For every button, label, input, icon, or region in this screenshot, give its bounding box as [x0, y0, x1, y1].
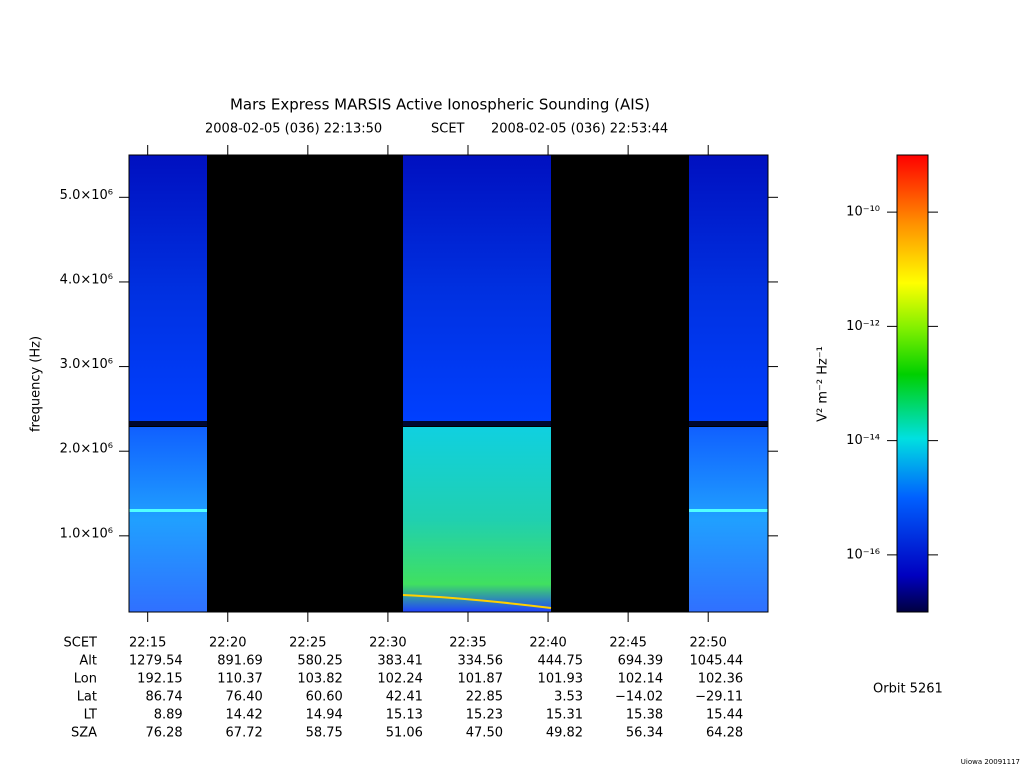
ephemeris-value: 22.85: [466, 690, 503, 705]
x-tick-label: 22:30: [369, 636, 406, 651]
colorbar-tick-label: 10⁻¹⁶: [846, 547, 880, 562]
ephemeris-value: 58.75: [306, 726, 343, 741]
ephemeris-value: 76.40: [226, 690, 263, 705]
ephemeris-value: 3.53: [554, 690, 583, 705]
ephemeris-value: 60.60: [306, 690, 343, 705]
ephemeris-value: 8.89: [154, 708, 183, 723]
ephemeris-value: 15.23: [466, 708, 503, 723]
y-tick-label: 4.0×10⁶: [60, 272, 113, 287]
x-tick-label: 22:20: [209, 636, 246, 651]
ephemeris-value: 1045.44: [689, 654, 743, 669]
x-tick-label: 22:25: [289, 636, 326, 651]
ephemeris-value: 67.72: [226, 726, 263, 741]
ephemeris-label: Alt: [79, 654, 97, 669]
y-tick-label: 2.0×10⁶: [60, 442, 113, 457]
ephemeris-value: 64.28: [706, 726, 743, 741]
ephemeris-value: 334.56: [457, 654, 503, 669]
x-tick-label: 22:45: [609, 636, 646, 651]
ephemeris-value: −14.02: [615, 690, 663, 705]
x-tick-label: 22:50: [689, 636, 726, 651]
ephemeris-value: 192.15: [137, 672, 183, 687]
plot-frame: [128, 154, 769, 613]
ephemeris-value: 47.50: [466, 726, 503, 741]
y-tick-label: 3.0×10⁶: [60, 357, 113, 372]
footer: Uiowa 20091117: [961, 758, 1020, 766]
ephemeris-value: 14.42: [226, 708, 263, 723]
colorbar-tick-label: 10⁻¹⁴: [846, 433, 880, 448]
y-tick-label: 5.0×10⁶: [60, 188, 113, 203]
ephemeris-value: 49.82: [546, 726, 583, 741]
ephemeris-value: 891.69: [217, 654, 263, 669]
ephemeris-label: SZA: [71, 726, 97, 741]
ephemeris-value: −29.11: [695, 690, 743, 705]
x-tick-label: 22:15: [129, 636, 166, 651]
colorbar-tick-label: 10⁻¹⁰: [846, 205, 880, 220]
spectrogram: [129, 155, 768, 612]
ephemeris-value: 15.31: [546, 708, 583, 723]
x-row-label: SCET: [64, 636, 98, 651]
ephemeris-label: Lat: [77, 690, 97, 705]
x-tick-label: 22:40: [529, 636, 566, 651]
ephemeris-value: 694.39: [618, 654, 664, 669]
colorbar-label: V² m⁻² Hz⁻¹: [816, 346, 831, 422]
subtitle-mid: SCET: [431, 122, 465, 137]
ephemeris-value: 15.13: [386, 708, 423, 723]
chart-title: Mars Express MARSIS Active Ionospheric S…: [230, 96, 650, 114]
colorbar-tick-label: 10⁻¹²: [846, 319, 880, 334]
ephemeris-value: 14.94: [306, 708, 343, 723]
ephemeris-value: 102.36: [698, 672, 744, 687]
ephemeris-value: 15.38: [626, 708, 663, 723]
x-tick-label: 22:35: [449, 636, 486, 651]
ephemeris-label: LT: [84, 708, 97, 723]
orbit-label: Orbit 5261: [873, 682, 943, 697]
ephemeris-value: 56.34: [626, 726, 663, 741]
ephemeris-value: 101.93: [538, 672, 584, 687]
ephemeris-value: 15.44: [706, 708, 743, 723]
subtitle-start: 2008-02-05 (036) 22:13:50: [205, 122, 382, 137]
ephemeris-value: 110.37: [217, 672, 263, 687]
ephemeris-value: 102.14: [618, 672, 664, 687]
subtitle-end: 2008-02-05 (036) 22:53:44: [491, 122, 668, 137]
y-axis-label: frequency (Hz): [29, 336, 44, 432]
ephemeris-value: 101.87: [457, 672, 503, 687]
ephemeris-value: 51.06: [386, 726, 423, 741]
ephemeris-label: Lon: [74, 672, 97, 687]
y-tick-label: 1.0×10⁶: [60, 526, 113, 541]
ephemeris-value: 76.28: [145, 726, 182, 741]
ephemeris-value: 1279.54: [129, 654, 183, 669]
ephemeris-value: 444.75: [538, 654, 584, 669]
ephemeris-value: 102.24: [377, 672, 423, 687]
ephemeris-value: 42.41: [386, 690, 423, 705]
ephemeris-value: 103.82: [297, 672, 343, 687]
colorbar: [896, 154, 929, 613]
ephemeris-value: 86.74: [145, 690, 182, 705]
ephemeris-value: 383.41: [377, 654, 423, 669]
ephemeris-value: 580.25: [297, 654, 343, 669]
